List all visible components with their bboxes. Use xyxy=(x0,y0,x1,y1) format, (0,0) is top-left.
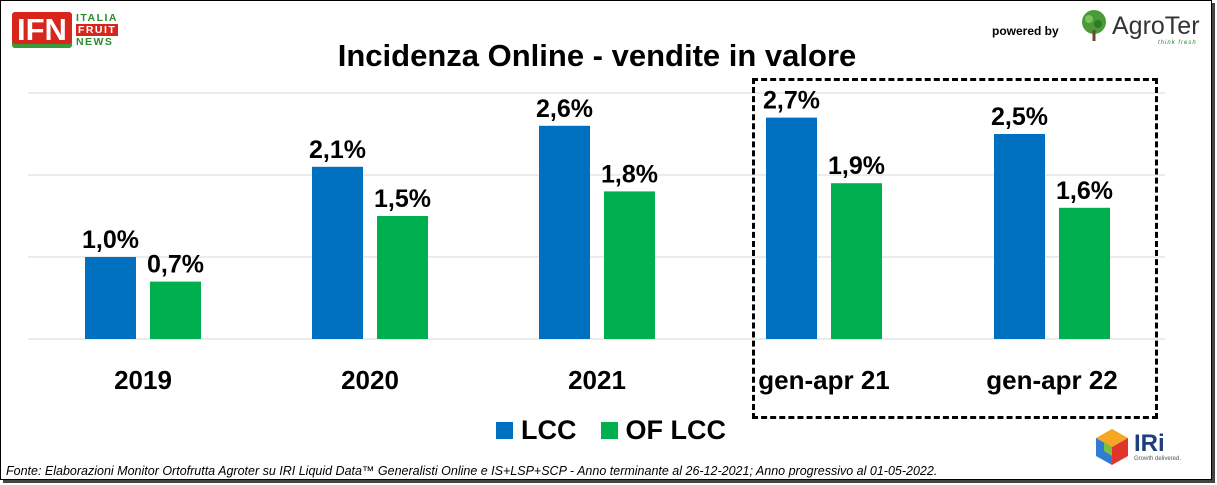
legend-label-of-lcc: OF LCC xyxy=(625,415,727,445)
legend-swatch-lcc xyxy=(496,422,513,439)
data-label: 0,7% xyxy=(147,251,204,279)
bar-of-lcc xyxy=(604,191,655,339)
iri-tagline: Growth delivered. xyxy=(1134,456,1182,462)
bar-lcc xyxy=(85,257,136,339)
ifn-logo-line2: FRUIT xyxy=(75,24,119,36)
bar-lcc xyxy=(539,125,590,339)
category-label: 2019 xyxy=(114,365,172,395)
data-label: 2,5% xyxy=(991,103,1048,131)
bar-of-lcc xyxy=(1059,207,1110,339)
legend-swatch-of-lcc xyxy=(600,422,618,439)
iri-name: IRi xyxy=(1134,430,1165,457)
agroter-logo: AgroTer think fresh xyxy=(1080,10,1200,46)
tree-icon xyxy=(1082,10,1106,41)
agroter-tagline: think fresh xyxy=(1158,40,1197,46)
bar-lcc xyxy=(766,117,817,339)
bar-lcc xyxy=(994,134,1045,339)
ifn-logo: IFN ITALIA FRUIT NEWS xyxy=(12,12,119,50)
ifn-logo-line1: ITALIA xyxy=(75,12,118,24)
powered-by-label: powered by xyxy=(992,24,1059,38)
category-label: 2020 xyxy=(341,365,399,395)
bar-lcc xyxy=(312,166,363,339)
legend-item-lcc: LCC xyxy=(496,415,577,446)
data-label: 1,5% xyxy=(374,185,431,213)
iri-logo: IRi Growth delivered. xyxy=(1094,428,1181,466)
legend-label-lcc: LCC xyxy=(521,415,577,445)
data-label: 1,9% xyxy=(828,152,885,180)
iri-cube-icon xyxy=(1096,429,1128,465)
data-label: 1,0% xyxy=(82,226,139,254)
category-label: gen-apr 22 xyxy=(986,365,1118,395)
bar-of-lcc xyxy=(377,216,428,339)
ifn-logo-line3: NEWS xyxy=(75,36,114,48)
data-label: 2,6% xyxy=(536,95,593,123)
chart-legend: LCC OF LCC xyxy=(496,415,750,446)
legend-item-of-lcc: OF LCC xyxy=(600,415,727,446)
highlight-box xyxy=(752,78,1158,419)
data-label: 2,1% xyxy=(309,136,366,164)
chart-title: Incidenza Online - vendite in valore xyxy=(337,38,857,73)
ifn-logo-mark: IFN xyxy=(12,12,72,48)
data-label: 1,6% xyxy=(1056,177,1113,205)
data-label: 1,8% xyxy=(601,160,658,188)
bar-of-lcc xyxy=(150,281,201,339)
data-label: 2,7% xyxy=(763,87,820,115)
agroter-name: AgroTer xyxy=(1112,12,1200,40)
source-footnote: Fonte: Elaborazioni Monitor Ortofrutta A… xyxy=(6,464,938,478)
category-label: 2021 xyxy=(568,365,626,395)
ifn-logo-words: ITALIA FRUIT NEWS xyxy=(75,12,119,48)
bar-of-lcc xyxy=(831,183,882,339)
category-label: gen-apr 21 xyxy=(758,365,890,395)
